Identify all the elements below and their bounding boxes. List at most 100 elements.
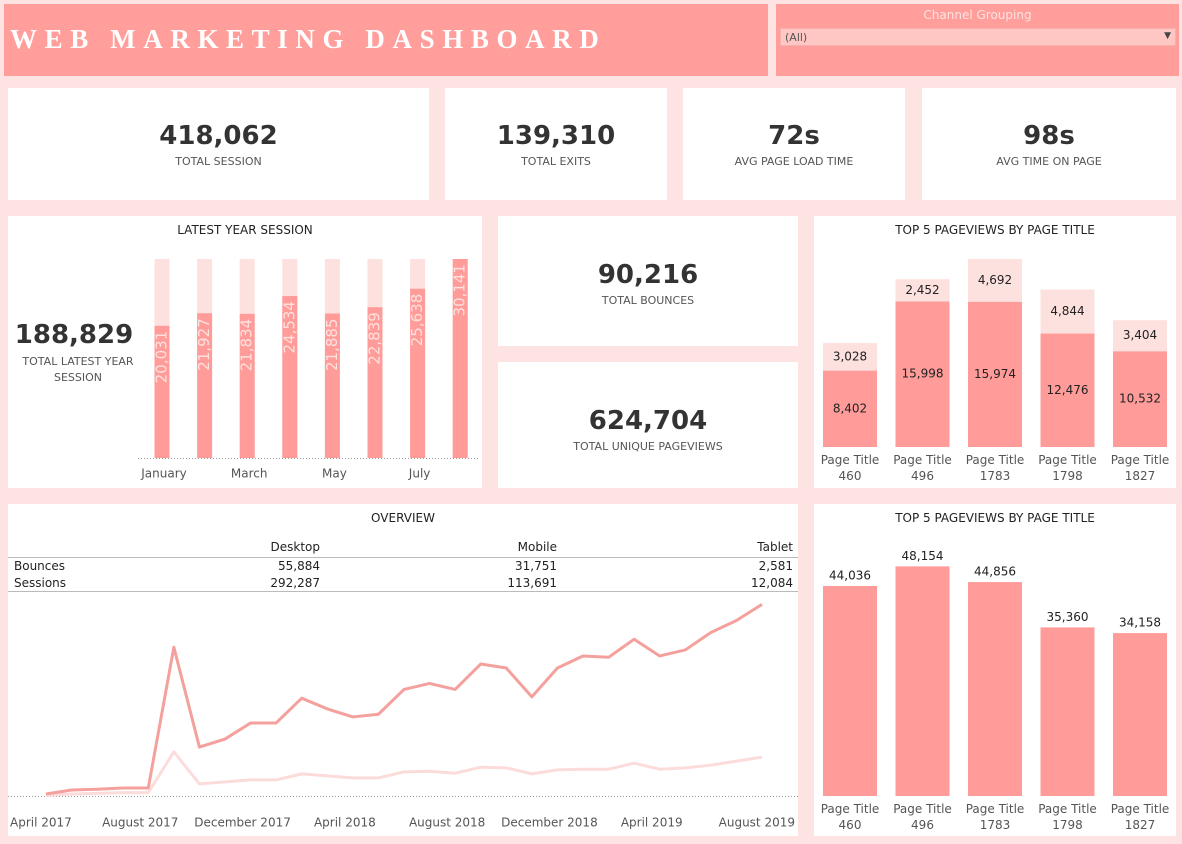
total-value: 188,829 [14, 320, 134, 350]
kpi-value: 624,704 [588, 406, 708, 436]
bar-value-label: 21,927 [195, 318, 213, 371]
bar-segment [823, 343, 877, 371]
bar-value-label: 44,856 [974, 565, 1016, 579]
x-tick-label: August 2018 [409, 816, 485, 830]
x-tick-label: Page Title 460 [820, 802, 880, 832]
dropdown-arrow[interactable]: ▼ [1164, 31, 1171, 41]
segment-label: 12,476 [1047, 383, 1089, 397]
bar-segment [895, 279, 950, 302]
bar-value-label: 20,031 [153, 331, 171, 384]
kpi-value: 72s [768, 121, 820, 151]
bar-segment [895, 301, 950, 447]
bar-segment [968, 301, 1022, 447]
x-tick-label: Page Title 1827 [1110, 453, 1170, 483]
bar-segment [1113, 351, 1167, 447]
table-cell: 113,691 [507, 576, 557, 590]
table-column-header: Desktop [270, 540, 321, 554]
bar-segment [1040, 289, 1095, 334]
kpi-card: 624,704 TOTAL UNIQUE PAGEVIEWS [498, 362, 798, 488]
bar-segment [1113, 320, 1167, 352]
x-tick-label: April 2019 [621, 816, 683, 830]
dashboard-title: WEB MARKETING DASHBOARD [10, 24, 607, 54]
filter-label: Channel Grouping [923, 8, 1032, 22]
x-tick-label: Page Title 1798 [1038, 453, 1097, 483]
kpi-label: AVG PAGE LOAD TIME [734, 155, 854, 168]
bar-value-label: 24,534 [280, 301, 298, 354]
segment-label: 2,452 [905, 283, 939, 297]
kpi-value: 90,216 [597, 260, 699, 290]
total-label: TOTAL LATEST YEAR SESSION [22, 355, 134, 384]
chart-title: TOP 5 PAGEVIEWS BY PAGE TITLE [895, 511, 1095, 525]
kpi-card: 139,310 TOTAL EXITS [445, 88, 667, 200]
bar [324, 313, 340, 458]
x-tick-label: January [140, 467, 187, 481]
bar-value-label: 34,158 [1119, 616, 1161, 630]
kpi-value: 418,062 [159, 121, 278, 151]
bar-value-label: 21,885 [323, 319, 341, 372]
x-tick-label: April 2018 [314, 816, 376, 830]
segment-label: 15,974 [974, 367, 1016, 381]
kpi-label: AVG TIME ON PAGE [996, 155, 1102, 168]
segment-label: 4,692 [978, 273, 1012, 287]
x-tick-label: April 2017 [10, 816, 72, 830]
kpi-value: 139,310 [496, 121, 616, 151]
filter-value: (All) [785, 31, 808, 44]
bar [282, 296, 298, 458]
filter-panel: Channel Grouping (All) ▼ [776, 4, 1179, 76]
bar [452, 259, 468, 458]
table-rule [8, 591, 798, 592]
chart-title: OVERVIEW [371, 511, 435, 525]
filter-dropdown[interactable]: (All) ▼ [780, 28, 1176, 46]
table-cell: 31,751 [515, 559, 557, 573]
table-rule [8, 557, 798, 558]
table-column-header: Tablet [757, 540, 793, 554]
kpi-card: 90,216 TOTAL BOUNCES [498, 216, 798, 346]
chart-title: LATEST YEAR SESSION [177, 223, 313, 237]
bar-value-label: 22,839 [366, 312, 384, 365]
bar-value-label: 35,360 [1047, 610, 1089, 624]
kpi-label: TOTAL EXITS [521, 155, 591, 168]
table-row-label: Bounces [14, 559, 66, 573]
bar-value-label: 48,154 [902, 549, 944, 563]
bar-value-label: 30,141 [451, 264, 469, 317]
line-series [45, 750, 763, 797]
segment-label: 15,998 [902, 367, 944, 381]
table-cell: 12,084 [751, 576, 793, 590]
x-tick-label: August 2017 [102, 816, 178, 830]
x-tick-label: December 2018 [501, 816, 598, 830]
x-tick-label: Page Title 1798 [1038, 802, 1097, 832]
kpi-card: 418,062 TOTAL SESSION [8, 88, 429, 200]
chart-panel: OVERVIEW Desktop Mobile Tablet Bounces 55,884… [8, 504, 798, 836]
bar [154, 325, 170, 458]
bar-value-label: 25,638 [408, 294, 426, 347]
bar [968, 582, 1022, 796]
chart-title: TOP 5 PAGEVIEWS BY PAGE TITLE [895, 223, 1095, 237]
kpi-label: TOTAL UNIQUE PAGEVIEWS [573, 440, 723, 453]
kpi-card: 98s AVG TIME ON PAGE [922, 88, 1176, 200]
table-column-header: Mobile [517, 540, 557, 554]
x-tick-label: May [322, 467, 347, 481]
table-row-label: Sessions [14, 576, 67, 590]
bar-value-label: 44,036 [829, 568, 871, 582]
line-series [45, 603, 763, 796]
table-cell: 292,287 [270, 576, 320, 590]
bar [239, 313, 255, 458]
x-tick-label: Page Title 1827 [1110, 802, 1170, 832]
segment-label: 8,402 [833, 401, 867, 415]
bar [1040, 627, 1095, 796]
x-tick-label: July [408, 467, 431, 481]
bar [1113, 633, 1167, 796]
header: WEB MARKETING DASHBOARD [4, 4, 768, 76]
segment-label: 10,532 [1119, 392, 1161, 406]
segment-label: 4,844 [1050, 304, 1084, 318]
bar [367, 307, 383, 458]
table-cell: 55,884 [278, 559, 320, 573]
kpi-label: TOTAL BOUNCES [601, 294, 695, 307]
x-tick-label: Page Title 1783 [965, 802, 1025, 832]
bar [895, 566, 950, 796]
bar [197, 313, 213, 458]
segment-label: 3,404 [1123, 328, 1157, 342]
x-tick-label: Page Title 496 [893, 453, 952, 483]
bar-segment [823, 370, 877, 447]
